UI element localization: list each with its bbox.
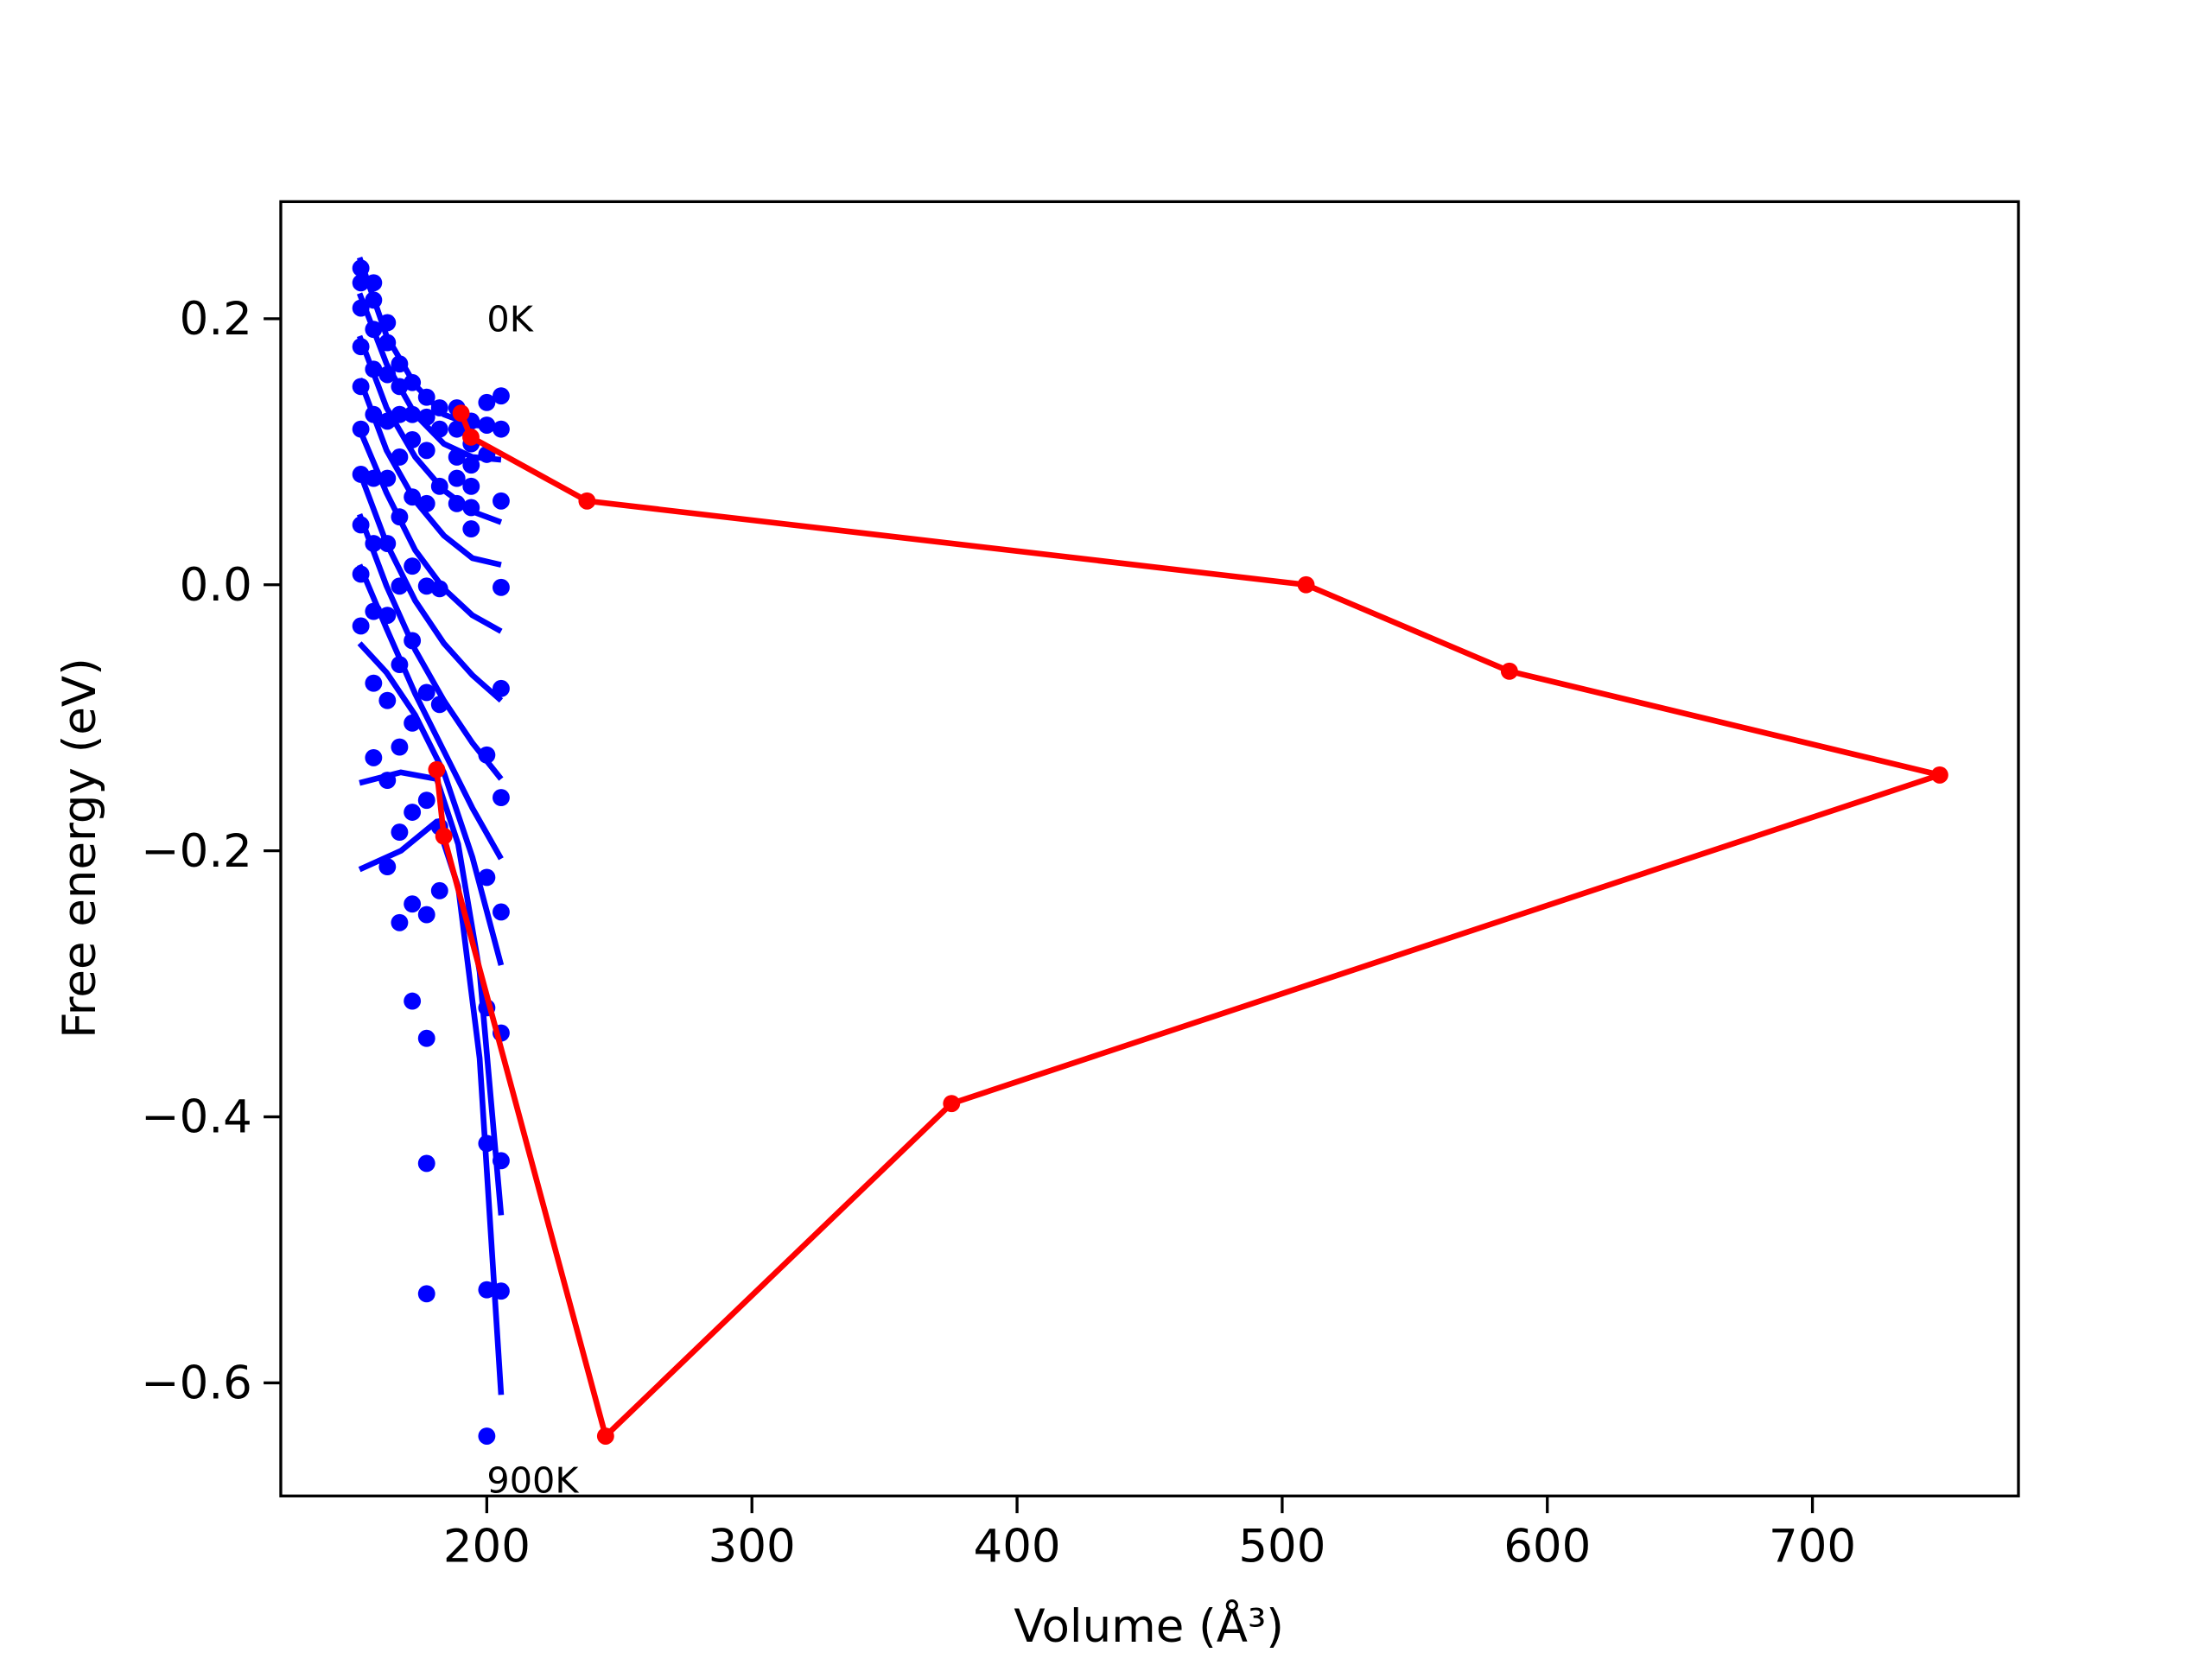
data-point bbox=[365, 674, 383, 692]
data-point bbox=[448, 469, 466, 487]
data-point bbox=[430, 881, 448, 899]
data-point bbox=[462, 477, 480, 495]
data-point bbox=[478, 1427, 496, 1445]
annotation: 0K bbox=[486, 299, 533, 340]
series-line bbox=[356, 470, 504, 703]
data-point bbox=[493, 679, 510, 697]
y-tick-label: −0.6 bbox=[141, 1357, 252, 1410]
data-point bbox=[478, 393, 496, 411]
data-point bbox=[493, 387, 510, 405]
data-point bbox=[448, 420, 466, 438]
data-point bbox=[596, 1427, 614, 1445]
series-line bbox=[356, 512, 504, 781]
series-line bbox=[357, 292, 502, 463]
data-point bbox=[452, 404, 470, 423]
series-line bbox=[359, 769, 505, 1216]
plot-frame bbox=[279, 200, 2020, 1497]
data-point bbox=[417, 577, 435, 595]
data-point bbox=[378, 691, 397, 709]
y-tick-label: 0.0 bbox=[180, 559, 252, 612]
data-point bbox=[493, 492, 510, 510]
data-point bbox=[462, 428, 480, 446]
data-point bbox=[1500, 662, 1518, 680]
data-point bbox=[404, 557, 422, 575]
x-tick-label: 200 bbox=[443, 1520, 531, 1573]
x-tick-label: 300 bbox=[709, 1520, 796, 1573]
data-point bbox=[1297, 575, 1315, 594]
data-point bbox=[493, 420, 510, 438]
series-line bbox=[356, 256, 502, 429]
data-point bbox=[417, 791, 435, 810]
x-tick-label: 400 bbox=[974, 1520, 1061, 1573]
data-point bbox=[493, 578, 510, 596]
data-point bbox=[478, 1281, 496, 1299]
series-line bbox=[434, 411, 1943, 1440]
data-point bbox=[404, 895, 422, 913]
data-point bbox=[417, 442, 435, 460]
data-point bbox=[378, 858, 397, 876]
data-point bbox=[352, 617, 370, 635]
data-point bbox=[462, 520, 480, 538]
data-point bbox=[417, 906, 435, 924]
x-tick-label: 500 bbox=[1238, 1520, 1325, 1573]
data-point bbox=[478, 868, 496, 887]
series-line bbox=[356, 377, 502, 568]
data-point bbox=[417, 1285, 435, 1303]
series-line bbox=[357, 641, 505, 966]
data-point bbox=[943, 1095, 961, 1113]
data-point bbox=[417, 1154, 435, 1173]
data-point bbox=[417, 1029, 435, 1047]
y-tick-label: −0.2 bbox=[141, 825, 252, 878]
data-point bbox=[1930, 766, 1948, 784]
data-point bbox=[493, 789, 510, 807]
data-point bbox=[578, 492, 596, 510]
data-point bbox=[428, 760, 446, 779]
data-point bbox=[462, 456, 480, 474]
data-point bbox=[391, 913, 409, 931]
y-axis-label: Free energy (eV) bbox=[54, 658, 106, 1039]
data-point bbox=[404, 992, 422, 1010]
data-point bbox=[365, 748, 383, 766]
series-line bbox=[357, 428, 503, 634]
x-tick-label: 600 bbox=[1503, 1520, 1591, 1573]
y-tick-label: 0.2 bbox=[180, 293, 252, 346]
data-point bbox=[391, 823, 409, 842]
data-point bbox=[391, 738, 409, 756]
data-point bbox=[493, 903, 510, 921]
data-point bbox=[404, 804, 422, 821]
x-tick-label: 700 bbox=[1769, 1520, 1856, 1573]
data-point bbox=[435, 827, 453, 845]
x-axis-label: Volume (Å³) bbox=[1014, 1598, 1284, 1653]
data-point bbox=[417, 683, 435, 702]
series-line bbox=[356, 334, 503, 525]
y-tick-label: −0.4 bbox=[141, 1091, 252, 1144]
series-line bbox=[357, 563, 504, 861]
